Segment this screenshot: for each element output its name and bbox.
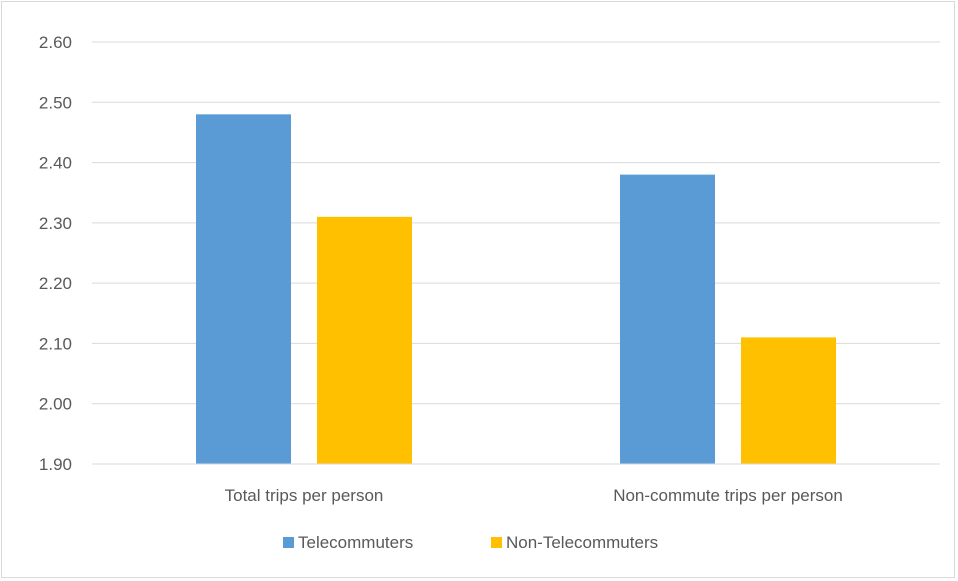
y-tick-label: 2.30 (39, 214, 72, 233)
legend-swatch-non-telecommuters (491, 537, 502, 548)
y-tick-label: 2.40 (39, 154, 72, 173)
bars (196, 114, 836, 464)
category-labels: Total trips per person Non-commute trips… (225, 486, 843, 505)
bar-telecommuters-1 (620, 174, 715, 464)
bar-telecommuters-0 (196, 114, 291, 464)
legend-label-non-telecommuters: Non-Telecommuters (506, 533, 658, 552)
legend-item-non-telecommuters: Non-Telecommuters (491, 533, 658, 552)
y-tick-label: 2.50 (39, 93, 72, 112)
legend: Telecommuters Non-Telecommuters (283, 533, 658, 552)
y-tick-label: 2.10 (39, 334, 72, 353)
legend-item-telecommuters: Telecommuters (283, 533, 413, 552)
legend-swatch-telecommuters (283, 537, 294, 548)
y-tick-label: 2.60 (39, 33, 72, 52)
y-tick-label: 1.90 (39, 455, 72, 474)
category-label-0: Total trips per person (225, 486, 384, 505)
legend-label-telecommuters: Telecommuters (298, 533, 413, 552)
y-tick-label: 2.20 (39, 274, 72, 293)
bar-non-telecommuters-0 (317, 216, 412, 464)
category-label-1: Non-commute trips per person (613, 486, 843, 505)
y-tick-label: 2.00 (39, 395, 72, 414)
y-axis-tick-labels: 1.90 2.00 2.10 2.20 2.30 2.40 2.50 2.60 (39, 33, 72, 474)
bar-non-telecommuters-1 (741, 337, 836, 464)
